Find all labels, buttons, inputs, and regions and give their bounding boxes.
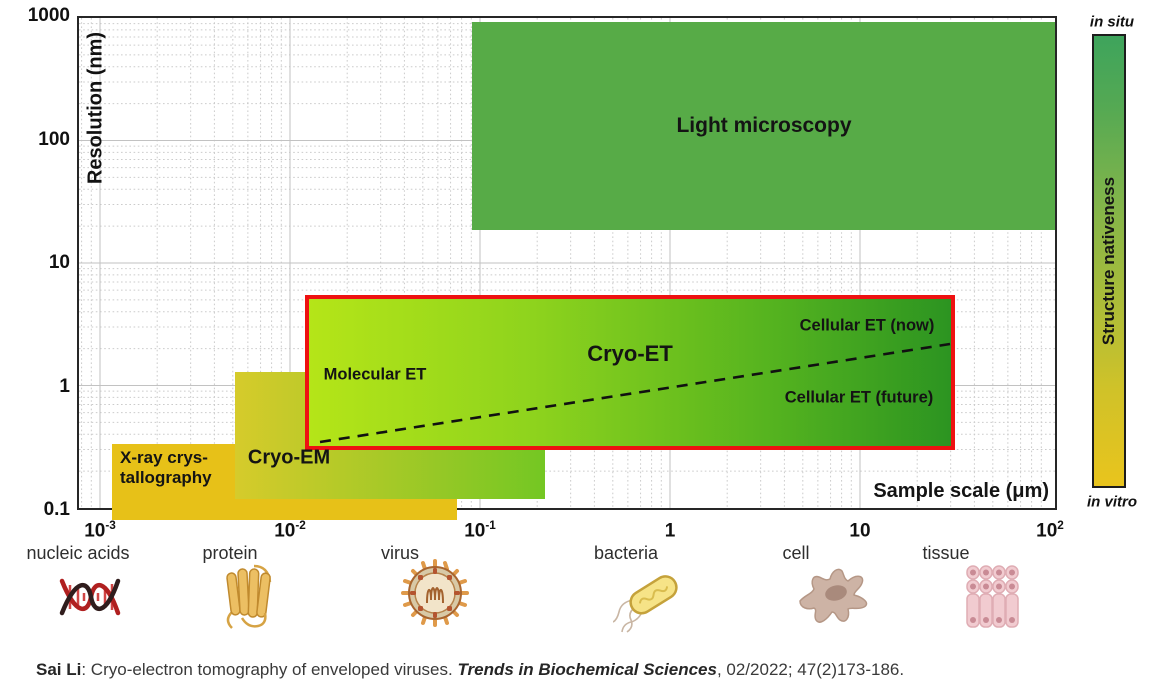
y-tick-0p1: 0.1 — [43, 499, 70, 520]
structure-nativeness-colorbar — [1092, 34, 1126, 488]
colorbar-top-label: in situ — [1089, 13, 1135, 31]
specimen-label-protein: protein — [202, 543, 258, 563]
label-cellular-et-now: Cellular ET (now) — [799, 316, 935, 335]
citation: Sai Li: Cryo-electron tomography of enve… — [36, 660, 904, 680]
y-tick-10: 10 — [48, 252, 70, 273]
x-tick-1e-3: 10-3 — [84, 519, 116, 542]
specimen-label-bacteria: bacteria — [593, 543, 659, 563]
colorbar-bottom-label: in vitro — [1086, 493, 1138, 511]
specimen-label-nucleic-acids: nucleic acids — [26, 543, 130, 563]
y-tick-1000: 1000 — [27, 5, 70, 26]
region-label-light-microscopy: Light microscopy — [676, 114, 852, 137]
plot-area: Light microscopy Cryo-ET Molecular ET Ce… — [77, 16, 1057, 520]
citation-title: : Cryo-electron tomography of enveloped … — [81, 660, 458, 679]
bacteria-icon — [612, 556, 691, 641]
citation-journal: Trends in Biochemical Sciences — [457, 660, 717, 679]
xray-label-line2: tallography — [120, 468, 212, 488]
region-label-xray-crystallography: X-ray crys- tallography — [120, 448, 212, 489]
specimen-label-tissue: tissue — [922, 543, 970, 563]
region-label-cryo-et: Cryo-ET — [587, 341, 673, 366]
x-tick-1e-1: 10-1 — [464, 519, 496, 542]
x-tick-1e-2: 10-2 — [274, 519, 306, 542]
citation-author: Sai Li — [36, 660, 82, 679]
region-label-cryo-em: Cryo-EM — [247, 446, 331, 469]
specimen-label-cell: cell — [782, 543, 810, 563]
x-tick-10: 10 — [849, 520, 871, 542]
x-axis-title: Sample scale (μm) — [873, 480, 1049, 502]
y-tick-100: 100 — [38, 129, 70, 150]
region-light-microscopy — [472, 22, 1055, 230]
xray-label-line1: X-ray crys- — [120, 448, 208, 467]
virus-icon — [400, 558, 470, 633]
dna-icon — [58, 574, 122, 625]
label-molecular-et: Molecular ET — [323, 365, 427, 384]
x-tick-1: 1 — [664, 520, 676, 542]
y-axis-title: Resolution (nm) — [84, 31, 107, 185]
label-cellular-et-future: Cellular ET (future) — [784, 388, 934, 407]
specimen-label-virus: virus — [380, 543, 419, 563]
protein-icon — [222, 560, 278, 639]
cell-icon — [792, 564, 876, 633]
colorbar-axis-label: Structure nativeness — [1099, 176, 1118, 346]
citation-tail: , 02/2022; 47(2)173-186. — [716, 660, 905, 679]
tissue-icon — [965, 564, 1021, 635]
y-tick-1: 1 — [59, 376, 70, 397]
x-tick-1e2: 102 — [1036, 519, 1064, 542]
